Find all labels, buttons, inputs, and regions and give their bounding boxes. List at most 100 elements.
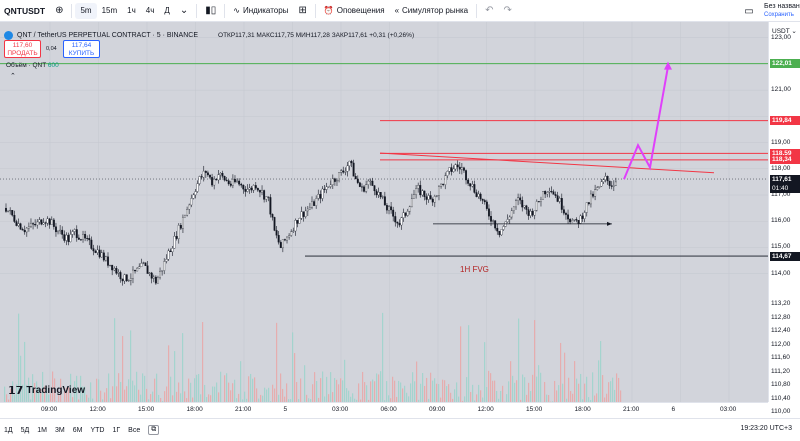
volume-bar <box>72 397 74 402</box>
volume-bar <box>44 386 46 402</box>
candle-body <box>340 170 343 173</box>
interval-5m[interactable]: 5m <box>75 2 97 19</box>
interval-1h[interactable]: 1ч <box>127 6 136 15</box>
candle-body <box>136 267 139 272</box>
candle-body <box>558 198 561 202</box>
time-axis[interactable]: 09:00 12:00 15:00 18:00 21:00 5 03:00 06:00 09:0… <box>0 402 768 418</box>
symbol-search-button[interactable]: QNTUSD⁠T <box>4 5 46 16</box>
candle-body <box>400 217 403 226</box>
replay-button[interactable]: «Симулятор рынка <box>390 0 474 22</box>
volume-bar <box>464 396 466 402</box>
chart-pane[interactable] <box>0 22 768 402</box>
layout-icon[interactable]: ▭ <box>744 5 754 17</box>
buy-price: 117,64 <box>71 42 92 49</box>
volume-bar <box>130 330 132 402</box>
volume-bar <box>12 381 14 402</box>
range-1d[interactable]: 1Д <box>4 426 13 434</box>
plus-circle-icon[interactable]: ⊕ <box>55 5 64 16</box>
level-price-tag[interactable]: 118,34 <box>770 155 800 165</box>
indicators-button[interactable]: ∿ Индикаторы <box>228 0 293 22</box>
candle-body <box>413 194 415 199</box>
time-tick: 21:00 <box>623 406 640 413</box>
volume-bar <box>40 389 42 402</box>
range-ytd[interactable]: YTD <box>90 426 105 434</box>
volume-bar <box>478 384 480 402</box>
candle-body <box>565 213 567 215</box>
candle-body <box>477 193 480 197</box>
replay-icon: « <box>394 6 400 15</box>
interval-4h[interactable]: 4ч <box>145 6 155 15</box>
volume-bar <box>178 382 180 402</box>
buy-button[interactable]: 117,64 КУПИТЬ <box>63 40 100 58</box>
undo-icon[interactable]: ↶ <box>485 5 494 16</box>
legend-title[interactable]: QNT / TetherUS PERPETUAL CONTRACT · 5 · … <box>17 31 199 39</box>
range-3m[interactable]: 3М <box>55 426 65 434</box>
projection-path <box>623 66 669 180</box>
currency-button[interactable]: USDT ⌄ <box>772 27 797 35</box>
volume-bar <box>360 399 362 402</box>
range-5d[interactable]: 5Д <box>20 426 30 434</box>
collapse-chevron-icon[interactable]: ⌃ <box>10 73 16 80</box>
candle-body <box>23 230 26 233</box>
price-scale[interactable]: USDT ⌄ 123,00 121,00 119,00 118,00 117,00 116… <box>768 22 800 429</box>
date-range-icon[interactable]: ⧉ <box>148 425 160 435</box>
candle-body <box>15 221 18 226</box>
candle-body <box>344 171 347 173</box>
candle-body <box>265 196 268 200</box>
range-1y[interactable]: 1Г <box>112 426 121 434</box>
candle-body <box>460 167 463 170</box>
level-price-tag[interactable]: 122,01 <box>770 59 800 69</box>
range-1m[interactable]: 1М <box>37 426 48 434</box>
last-price-tag[interactable]: 117,61 01:40 <box>770 174 800 193</box>
volume-bar <box>316 381 318 402</box>
volume-bar <box>166 386 168 402</box>
chart-canvas[interactable] <box>0 22 768 402</box>
volume-bar <box>8 399 10 402</box>
volume-bar <box>228 382 230 402</box>
templates-icon[interactable]: ⊞ <box>298 5 307 16</box>
volume-bar <box>150 394 152 402</box>
time-tick: 5 <box>283 406 288 413</box>
time-tick: 6 <box>671 406 676 413</box>
volume-bar <box>544 381 546 402</box>
range-all[interactable]: Все <box>128 426 141 434</box>
candle-body <box>319 194 322 199</box>
volume-bar <box>560 342 562 402</box>
volume-bar <box>422 372 424 402</box>
save-link[interactable]: Сохранить <box>764 12 794 18</box>
chevron-down-icon[interactable]: ⌄ <box>179 5 189 16</box>
tradingview-icon: 𝟭𝟳 <box>8 385 24 397</box>
candle-body <box>52 219 55 227</box>
alerts-button[interactable]: ⏰ Оповещения <box>319 0 390 22</box>
clock[interactable]: 19:23:20 UTC+3 <box>740 425 792 432</box>
level-price-tag[interactable]: 114,67 <box>770 251 800 261</box>
volume-bar <box>212 386 214 402</box>
candle-body <box>410 198 413 207</box>
candle-body <box>71 231 74 235</box>
volume-bar <box>334 378 336 402</box>
interval-15m[interactable]: 15m <box>101 6 118 15</box>
fvg-annotation[interactable]: 1H FVG <box>460 265 489 274</box>
volume-bar <box>484 342 486 402</box>
volume-bar <box>462 400 464 402</box>
volume-bar <box>208 394 210 402</box>
level-price-tag[interactable]: 118,59 <box>770 148 800 158</box>
range-6m[interactable]: 6М <box>72 426 83 434</box>
volume-bar <box>348 390 350 402</box>
candle-body <box>163 261 166 271</box>
interval-1d[interactable]: Д <box>164 6 170 15</box>
volume-bar <box>520 399 522 402</box>
volume-bar <box>126 386 128 402</box>
redo-icon[interactable]: ↷ <box>503 5 512 16</box>
sell-button[interactable]: 117,60 ПРОДАТЬ <box>4 40 41 58</box>
candle-body <box>500 229 503 236</box>
candle-body <box>394 216 397 223</box>
volume-bar <box>324 396 326 402</box>
candles-icon[interactable]: ▮▯ <box>205 5 217 16</box>
candle-body <box>433 196 436 203</box>
candle-body <box>277 235 280 243</box>
level-price-tag[interactable]: 119,84 <box>770 116 800 126</box>
candle-body <box>521 200 524 208</box>
layout-name[interactable]: Без назван Сохранить <box>760 3 800 19</box>
candle-body <box>67 234 70 243</box>
